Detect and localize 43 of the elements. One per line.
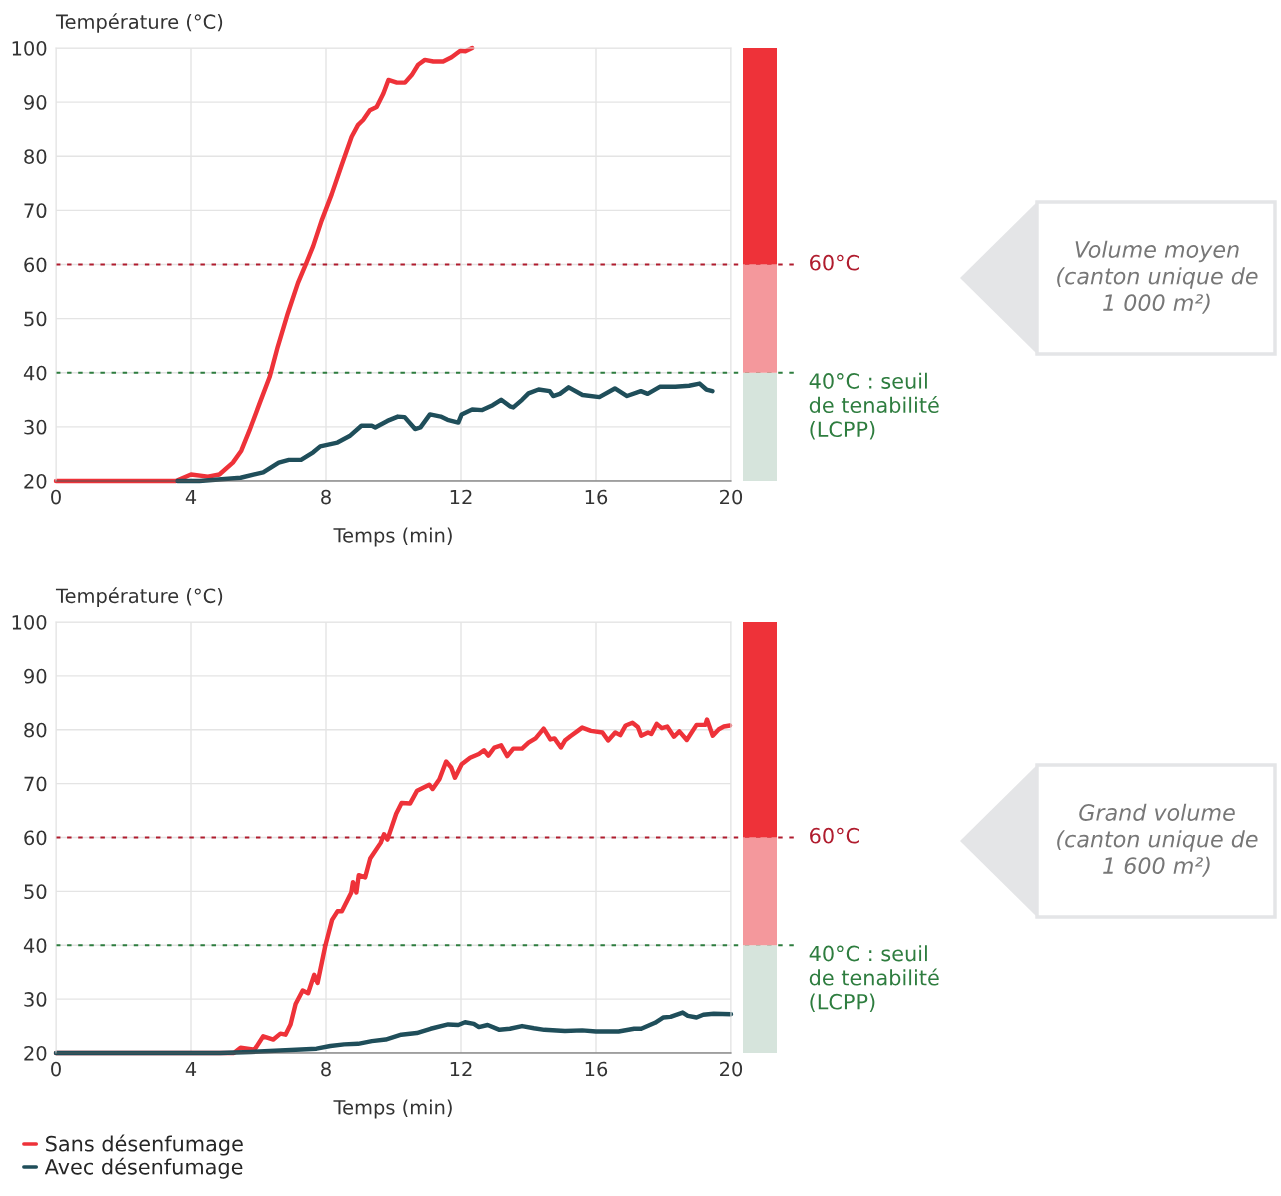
y-tick-label: 70 xyxy=(24,776,47,792)
ref-line-label: 40°C : seuil de tenabilité (LCPP) xyxy=(809,372,939,440)
y-tick-label: 90 xyxy=(24,668,47,684)
x-axis-title: Temps (min) xyxy=(333,1099,452,1119)
x-tick-label: 16 xyxy=(585,1061,608,1077)
text: Grand volume (canton unique de 1 600 m²) xyxy=(1057,803,1258,877)
ref-line-label: 40°C : seuil de tenabilité (LCPP) xyxy=(809,945,939,1013)
x-tick-label: 16 xyxy=(585,489,608,505)
x-tick-label: 12 xyxy=(450,1061,472,1077)
y-axis-title: Température (°C) xyxy=(55,587,223,607)
ref-line-label: 60°C xyxy=(810,827,859,844)
y-tick-label: 60 xyxy=(24,830,47,846)
y-tick-label: 90 xyxy=(24,95,47,110)
y-tick-label: 100 xyxy=(12,40,47,56)
x-tick-label: 8 xyxy=(321,489,331,505)
x-tick-label: 0 xyxy=(51,1061,61,1077)
x-tick-label: 4 xyxy=(185,489,197,505)
x-tick-label: 12 xyxy=(450,489,472,505)
legend-label: Sans désenfumage xyxy=(46,1134,243,1156)
y-tick-label: 20 xyxy=(24,473,47,489)
x-axis-title: Temps (min) xyxy=(333,527,452,547)
y-tick-label: 30 xyxy=(24,419,47,435)
y-tick-label: 40 xyxy=(23,938,47,953)
y-tick-label: 60 xyxy=(24,257,47,273)
y-tick-label: 80 xyxy=(24,149,47,164)
x-tick-label: 20 xyxy=(720,489,743,505)
y-axis-title: Température (°C) xyxy=(55,13,223,33)
y-tick-label: 70 xyxy=(24,203,47,219)
x-tick-label: 0 xyxy=(51,489,61,505)
y-tick-label: 20 xyxy=(24,1045,47,1061)
x-tick-label: 4 xyxy=(185,1061,197,1077)
y-tick-label: 50 xyxy=(24,311,47,327)
x-tick-label: 8 xyxy=(321,1061,331,1077)
ref-line-label: 60°C xyxy=(810,254,859,271)
y-tick-label: 80 xyxy=(24,722,47,738)
y-tick-label: 50 xyxy=(24,884,47,900)
x-tick-label: 20 xyxy=(720,1061,743,1077)
y-tick-label: 40 xyxy=(23,365,47,381)
text: Volume moyen (canton unique de 1 000 m²) xyxy=(1057,240,1258,314)
legend-label: Avec désenfumage xyxy=(44,1157,243,1179)
y-tick-label: 100 xyxy=(12,614,47,630)
y-tick-label: 30 xyxy=(24,992,47,1007)
line-series xyxy=(175,381,715,484)
